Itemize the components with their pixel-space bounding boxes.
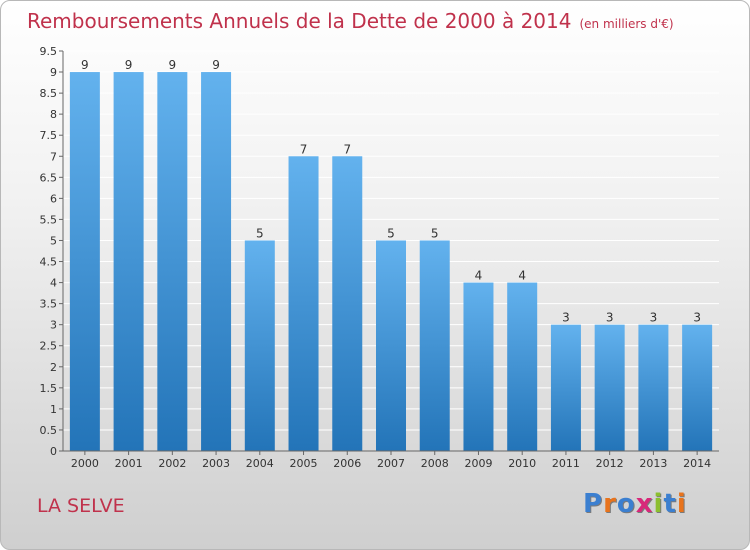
y-tick-label: 0 (50, 445, 57, 458)
data-label-2012: 3 (606, 311, 614, 325)
logo-letter: o (616, 489, 636, 519)
bar-2000 (69, 72, 100, 451)
data-label-2010: 4 (518, 269, 526, 283)
y-tick-label: 1 (50, 403, 57, 416)
x-tick-label-2007: 2007 (377, 457, 405, 470)
data-label-2005: 7 (300, 142, 308, 156)
y-tick-label: 2 (50, 361, 57, 374)
logo-letter: i (653, 489, 664, 519)
data-label-2007: 5 (387, 226, 395, 240)
bar-2010 (507, 282, 538, 451)
y-tick-label: 3.5 (40, 298, 58, 311)
y-tick-label: 8 (50, 108, 57, 121)
bar-2008 (419, 240, 450, 451)
bar-2014 (682, 324, 713, 451)
proxiti-logo: Proxiti (583, 489, 687, 519)
bar-2013 (638, 324, 669, 451)
bar-2009 (463, 282, 494, 451)
y-tick-label: 4 (50, 277, 57, 290)
y-tick-label: 5 (50, 234, 57, 247)
y-tick-label: 5.5 (40, 213, 58, 226)
y-tick-label: 9 (50, 66, 57, 79)
chart-title-text: Remboursements Annuels de la Dette de 20… (27, 9, 572, 33)
data-label-2013: 3 (650, 311, 658, 325)
logo-letter: x (635, 489, 654, 519)
logo-letter: t (663, 489, 677, 519)
y-tick-label: 3 (50, 319, 57, 332)
y-tick-label: 9.5 (40, 45, 58, 58)
x-tick-label-2000: 2000 (71, 457, 99, 470)
y-tick-label: 6 (50, 192, 57, 205)
y-tick-label: 8.5 (40, 87, 58, 100)
x-tick-label-2005: 2005 (290, 457, 318, 470)
x-tick-label-2006: 2006 (333, 457, 361, 470)
x-tick-label-2009: 2009 (464, 457, 492, 470)
location-name: LA SELVE (37, 495, 125, 517)
x-tick-label-2014: 2014 (683, 457, 711, 470)
data-label-2009: 4 (475, 269, 483, 283)
data-label-2008: 5 (431, 226, 439, 240)
chart-title: Remboursements Annuels de la Dette de 20… (27, 9, 674, 33)
data-label-2001: 9 (125, 58, 133, 72)
x-tick-label-2004: 2004 (246, 457, 274, 470)
data-label-2004: 5 (256, 226, 264, 240)
logo-letter: r (603, 489, 617, 519)
x-tick-label-2012: 2012 (596, 457, 624, 470)
y-tick-label: 4.5 (40, 256, 58, 269)
bar-2011 (550, 324, 581, 451)
axes: 0 0.5 1 1.5 2 2.5 3 3.5 4 4.5 5 5.5 6 6.5 7 7.5 8 8.5 9 9.5… (40, 45, 719, 470)
x-tick-label-2011: 2011 (552, 457, 580, 470)
data-label-2011: 3 (562, 311, 570, 325)
bar-2005 (288, 156, 319, 451)
bar-2012 (594, 324, 625, 451)
bar-2001 (113, 72, 144, 451)
chart-unit: (en milliers d'€) (579, 17, 674, 31)
logo-letter: i (676, 489, 687, 519)
data-label-2003: 9 (212, 58, 220, 72)
bar-2004 (244, 240, 275, 451)
x-tick-label-2008: 2008 (421, 457, 449, 470)
bar-2007 (376, 240, 406, 451)
data-labels: 9 9 9 9 5 7 7 5 5 4 4 3 3 3 3 (81, 58, 701, 325)
data-label-2014: 3 (693, 311, 701, 325)
data-label-2000: 9 (81, 58, 89, 72)
bar-2003 (201, 72, 232, 451)
x-tick-label-2013: 2013 (639, 457, 667, 470)
y-tick-label: 0.5 (40, 424, 58, 437)
bar-2006 (332, 156, 363, 451)
x-tick-label-2001: 2001 (115, 457, 143, 470)
y-tick-label: 2.5 (40, 340, 58, 353)
bar-2002 (157, 72, 188, 451)
x-tick-label-2002: 2002 (158, 457, 186, 470)
x-tick-label-2003: 2003 (202, 457, 230, 470)
y-tick-label: 7 (50, 150, 57, 163)
data-label-2006: 7 (343, 142, 351, 156)
logo-letter: P (583, 489, 604, 519)
y-tick-label: 6.5 (40, 171, 58, 184)
y-tick-label: 7.5 (40, 129, 58, 142)
x-tick-label-2010: 2010 (508, 457, 536, 470)
data-label-2002: 9 (169, 58, 177, 72)
bars (69, 72, 713, 451)
y-tick-label: 1.5 (40, 382, 58, 395)
